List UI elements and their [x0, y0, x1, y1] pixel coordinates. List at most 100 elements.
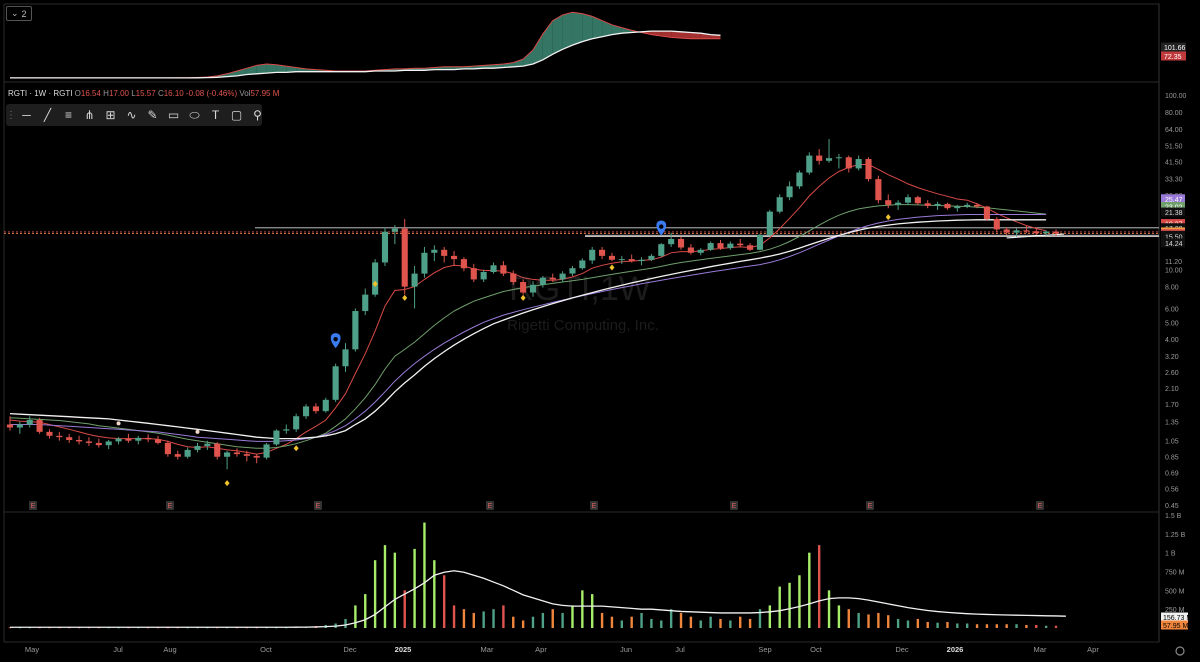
candle: [500, 261, 507, 277]
candle: [1043, 230, 1050, 236]
earnings-marker[interactable]: E: [590, 501, 598, 510]
earnings-marker[interactable]: E: [166, 501, 174, 510]
pin-icon[interactable]: ⚲: [253, 108, 262, 122]
candle: [56, 431, 63, 441]
pen-icon[interactable]: ✎: [147, 108, 158, 122]
candle-body: [56, 435, 63, 438]
rectangle-range-icon[interactable]: ⊞: [105, 108, 116, 122]
time-axis[interactable]: May Jul Aug Oct Dec 2025 Mar Apr Jun Jul Sep Oct Dec…: [25, 645, 1099, 654]
candle: [391, 225, 398, 245]
candle: [214, 442, 221, 460]
volume-bar: [709, 616, 712, 628]
candle-body: [697, 249, 704, 253]
location-pin-icon[interactable]: [656, 220, 667, 236]
price-tick: 11.20: [1165, 259, 1182, 266]
volume-bar: [729, 620, 732, 628]
candle: [687, 244, 694, 255]
price-label: 25.47: [1161, 194, 1185, 204]
earnings-marker[interactable]: E: [730, 501, 738, 510]
candle: [954, 204, 961, 212]
earnings-marker[interactable]: E: [866, 501, 874, 510]
candle: [322, 397, 329, 413]
candle-body: [717, 243, 724, 249]
symbol-legend: RGTI · 1W · RGTI O16.54 H17.00 L15.57 C1…: [8, 89, 279, 98]
location-pin-icon[interactable]: [330, 333, 341, 349]
candle-body: [450, 255, 458, 260]
volume-bar: [837, 605, 841, 628]
earnings-label: E: [732, 503, 737, 510]
candle-body: [1023, 230, 1030, 232]
time-tick: 2025: [395, 645, 412, 654]
candle: [766, 209, 773, 237]
earnings-marker[interactable]: E: [486, 501, 494, 510]
price-label-text: 14.24: [1165, 241, 1183, 248]
price-tick: 3.20: [1165, 354, 1179, 361]
volume-bar: [719, 618, 722, 628]
candle: [835, 153, 842, 169]
earnings-marker[interactable]: E: [1036, 501, 1044, 510]
candle-body: [766, 211, 773, 236]
candle-body: [26, 419, 33, 425]
volume-bar: [571, 605, 574, 628]
volume-value-label: 57.95 M: [1161, 620, 1188, 630]
candle-body: [243, 454, 250, 456]
pitchfork-icon[interactable]: ⋔: [84, 108, 95, 122]
candle-body: [924, 203, 931, 206]
oscillator-value-text: 72.35: [1164, 54, 1182, 61]
time-tick: Dec: [343, 645, 357, 654]
time-tick: Apr: [535, 645, 547, 654]
candle: [372, 259, 379, 297]
volume-bar: [887, 615, 890, 628]
oscillator-fill: [552, 15, 563, 55]
oscillator-panel: 101.66 72.35: [10, 11, 1186, 79]
candle-body: [855, 159, 862, 169]
candle-body: [737, 243, 744, 246]
settings-gear-icon[interactable]: [1175, 646, 1185, 656]
volume-bar: [393, 552, 397, 628]
volume-bar: [373, 560, 377, 628]
time-tick: Oct: [810, 645, 823, 654]
oscillator-fill: [602, 20, 612, 37]
candle: [352, 308, 359, 352]
candle-body: [756, 235, 764, 250]
candle-body: [105, 441, 112, 446]
toolbar-grip-icon[interactable]: ⋮: [6, 109, 16, 121]
ellipse-icon[interactable]: ⬭: [189, 107, 200, 122]
candle: [145, 434, 152, 443]
volume-bar: [502, 605, 505, 628]
candle-body: [806, 155, 813, 173]
trend-line[interactable]: [1006, 233, 1065, 239]
candle: [648, 253, 655, 262]
chevron-down-icon: ⌄: [11, 8, 19, 18]
earnings-marker[interactable]: E: [314, 501, 322, 510]
brush-icon[interactable]: ∿: [126, 108, 137, 122]
candle-body: [421, 252, 428, 274]
pane-collapse-badge[interactable]: ⌄ 2: [6, 6, 32, 21]
callout-icon[interactable]: ▢: [230, 108, 243, 122]
price-tick: 41.50: [1165, 160, 1183, 167]
trend-line-icon[interactable]: ╱: [43, 108, 52, 122]
candle: [480, 269, 487, 283]
candle-body: [895, 202, 902, 205]
candle-body: [618, 259, 625, 261]
candle: [184, 447, 191, 459]
candle: [618, 255, 625, 264]
volume-bar: [512, 616, 515, 628]
volume-bar: [423, 522, 426, 628]
volume-bar: [551, 609, 554, 628]
text-icon[interactable]: T: [211, 108, 220, 122]
rectangle-icon[interactable]: ▭: [167, 108, 180, 122]
candle: [973, 203, 981, 209]
legend-high-label: H: [103, 89, 109, 98]
crosshair-icon[interactable]: ─: [22, 108, 31, 122]
fib-retracement-icon[interactable]: ≡: [64, 108, 72, 122]
earnings-marker[interactable]: E: [29, 501, 37, 510]
moving-averages: [9, 164, 1047, 455]
candle: [302, 404, 310, 419]
candle: [332, 363, 339, 402]
volume-bar: [827, 590, 831, 628]
candle: [1023, 225, 1030, 234]
volume-tick: 1.5 B: [1165, 513, 1182, 520]
